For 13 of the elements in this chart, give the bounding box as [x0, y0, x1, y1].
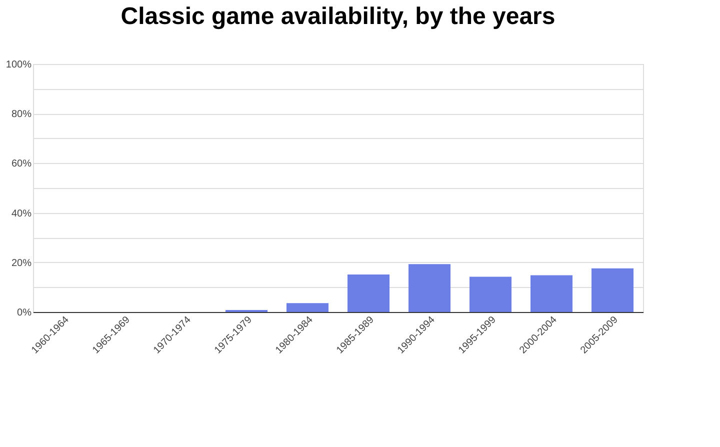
- bar: [286, 303, 328, 312]
- bar: [530, 275, 572, 312]
- bar: [592, 268, 634, 312]
- y-tick-label: 80%: [11, 109, 32, 120]
- y-tick-label: 100%: [6, 60, 32, 70]
- y-tick-label: 40%: [11, 208, 32, 220]
- bar: [470, 276, 512, 312]
- y-tick-label: 60%: [11, 158, 32, 170]
- y-tick-label: 0%: [17, 308, 32, 318]
- bar: [408, 264, 450, 312]
- y-tick-label: 20%: [11, 258, 32, 269]
- chart-title: Classic game availability, by the years: [120, 3, 556, 30]
- bar: [348, 274, 390, 312]
